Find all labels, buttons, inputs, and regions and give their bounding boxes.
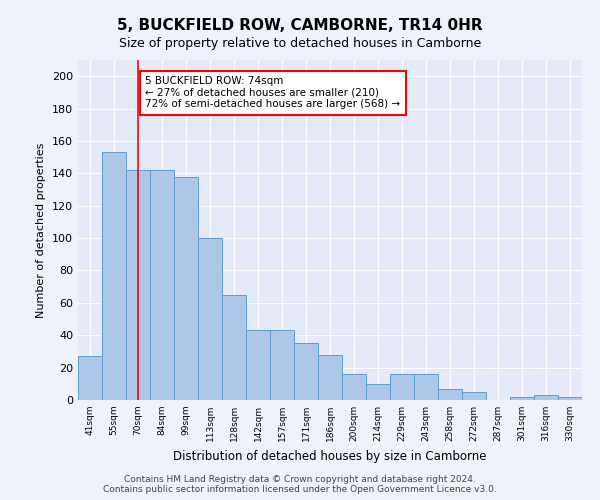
Text: 5 BUCKFIELD ROW: 74sqm
← 27% of detached houses are smaller (210)
72% of semi-de: 5 BUCKFIELD ROW: 74sqm ← 27% of detached… (145, 76, 400, 110)
Bar (318, 354, 342, 400)
Bar (342, 374, 366, 400)
Text: Size of property relative to detached houses in Camborne: Size of property relative to detached ho… (119, 38, 481, 51)
Bar (78, 356, 102, 400)
Bar (414, 374, 438, 400)
Bar (150, 170, 174, 400)
Bar (102, 152, 126, 400)
Bar (198, 238, 222, 400)
Bar (222, 295, 246, 400)
Bar (366, 384, 390, 400)
X-axis label: Distribution of detached houses by size in Camborne: Distribution of detached houses by size … (173, 450, 487, 462)
Bar (294, 344, 318, 400)
Text: Contains HM Land Registry data © Crown copyright and database right 2024.
Contai: Contains HM Land Registry data © Crown c… (103, 474, 497, 494)
Text: 5, BUCKFIELD ROW, CAMBORNE, TR14 0HR: 5, BUCKFIELD ROW, CAMBORNE, TR14 0HR (117, 18, 483, 32)
Bar (126, 170, 150, 400)
Bar (462, 392, 486, 400)
Bar (534, 395, 558, 400)
Bar (270, 330, 294, 400)
Bar (174, 176, 198, 400)
Bar (558, 397, 582, 400)
Y-axis label: Number of detached properties: Number of detached properties (37, 142, 46, 318)
Bar (438, 388, 462, 400)
Bar (510, 397, 534, 400)
Bar (246, 330, 270, 400)
Bar (390, 374, 414, 400)
